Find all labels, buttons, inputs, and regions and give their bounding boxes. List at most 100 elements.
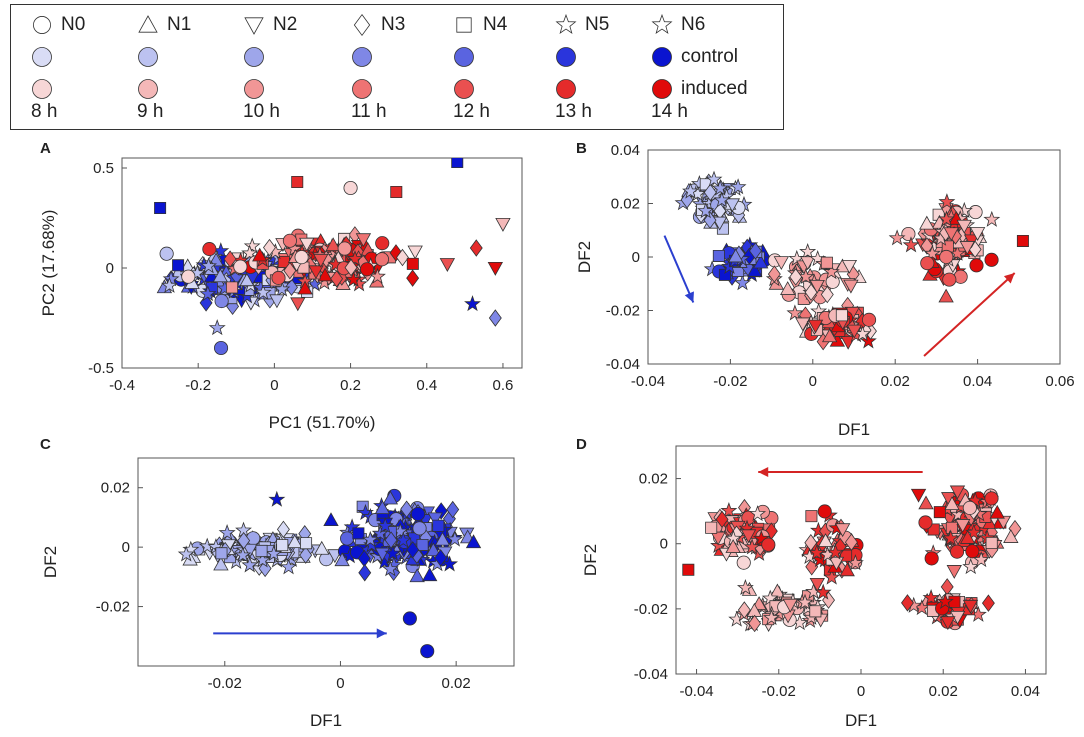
data-point <box>805 510 818 523</box>
data-point <box>406 541 420 559</box>
data-point <box>291 176 304 188</box>
y-tick-label: -0.04 <box>634 666 668 683</box>
x-tick-label: -0.04 <box>631 373 665 390</box>
legend-hour-label: 8 h <box>31 101 58 122</box>
data-point <box>469 239 483 257</box>
data-point <box>740 529 757 544</box>
legend-shape-n5-icon <box>555 13 577 34</box>
data-point <box>215 547 228 560</box>
data-point <box>752 529 770 546</box>
data-point <box>159 246 174 261</box>
legend-control-swatch-icon <box>32 47 52 67</box>
trend-arrow <box>923 272 1016 357</box>
data-point <box>402 611 417 626</box>
data-point <box>390 186 403 198</box>
y-axis-label: DF2 <box>576 241 594 273</box>
legend-induced-swatch-icon <box>652 79 672 99</box>
data-point <box>439 258 456 272</box>
legend-control-swatch-icon <box>244 47 264 67</box>
data-point <box>464 295 481 312</box>
data-point <box>962 500 977 515</box>
panel-letter-c: C <box>40 436 51 453</box>
data-point <box>243 237 261 254</box>
data-point <box>715 510 729 529</box>
data-point <box>290 297 306 312</box>
legend-shape-label: N3 <box>381 14 406 35</box>
data-point <box>346 250 364 267</box>
data-point <box>712 249 725 262</box>
data-point <box>859 332 877 349</box>
scatter-points <box>674 170 1029 351</box>
legend-column-n3: N3 11 h <box>345 5 455 131</box>
data-point <box>323 512 339 527</box>
data-point <box>761 537 776 552</box>
data-point <box>948 595 961 608</box>
legend-induced-swatch-icon <box>454 79 474 99</box>
data-point <box>924 551 939 566</box>
data-point <box>382 490 399 505</box>
data-point <box>344 258 358 277</box>
data-point <box>835 309 848 322</box>
arrow-head-icon <box>684 291 694 303</box>
data-point <box>923 244 941 261</box>
data-point <box>246 531 261 546</box>
data-point <box>317 267 333 282</box>
data-point <box>416 538 429 551</box>
legend-hour-label: 10 h <box>243 101 280 122</box>
data-point <box>358 563 372 582</box>
data-point <box>434 549 448 567</box>
data-point <box>276 539 289 552</box>
data-point <box>843 279 859 294</box>
data-point <box>446 500 460 519</box>
data-point <box>359 262 375 277</box>
x-tick-label: 0.02 <box>881 373 910 390</box>
data-point <box>962 599 979 614</box>
data-point <box>283 261 297 280</box>
scatter-chart-b: -0.04 -0.02 0 0.02 0.04 0.06 -0.04 -0.02 0 0.02 0.… <box>575 142 1075 439</box>
legend-hour-label: 12 h <box>453 101 490 122</box>
data-point <box>936 592 954 609</box>
data-point <box>420 644 435 659</box>
data-point <box>1016 234 1029 247</box>
y-tick-label: 0.02 <box>611 196 640 213</box>
data-point <box>956 219 972 234</box>
legend-control-swatch-icon <box>352 47 372 67</box>
data-point <box>198 537 216 554</box>
scatter-chart-c: -0.02 0 0.02 -0.02 0 0.02 DF1 DF2 <box>41 457 515 730</box>
data-point <box>743 538 761 555</box>
data-point <box>381 560 399 577</box>
data-point <box>972 551 990 568</box>
y-tick-label: 0 <box>660 536 668 553</box>
data-point <box>682 563 695 576</box>
data-point <box>782 598 798 613</box>
data-point <box>773 256 790 271</box>
data-point <box>269 294 285 309</box>
data-point <box>753 254 769 269</box>
data-point <box>308 265 324 280</box>
data-point <box>981 594 995 612</box>
x-tick-label: 0 <box>336 675 344 692</box>
data-point <box>736 555 751 570</box>
scatter-points <box>154 158 511 356</box>
data-point <box>265 544 283 562</box>
data-point <box>918 515 933 530</box>
data-point <box>243 296 259 311</box>
data-point <box>212 268 229 283</box>
data-point <box>434 531 451 546</box>
data-point <box>942 529 960 546</box>
data-point <box>255 544 268 557</box>
data-point <box>343 518 361 535</box>
data-point <box>727 248 744 263</box>
data-point <box>223 250 237 268</box>
y-tick-label: 0.02 <box>639 471 668 488</box>
legend-hour-label: 13 h <box>555 101 592 122</box>
legend-shape-label: N5 <box>585 14 610 35</box>
arrow-head-icon <box>1003 273 1015 284</box>
data-point <box>844 533 858 551</box>
data-point <box>805 583 823 600</box>
legend: N0 8 h N1 9 h N2 10 h N3 11 h N4 12 h N5 13 h N6 14 h… <box>10 4 784 130</box>
data-point <box>767 265 781 283</box>
data-point <box>682 182 699 199</box>
data-point <box>945 521 958 534</box>
data-point <box>343 180 358 196</box>
